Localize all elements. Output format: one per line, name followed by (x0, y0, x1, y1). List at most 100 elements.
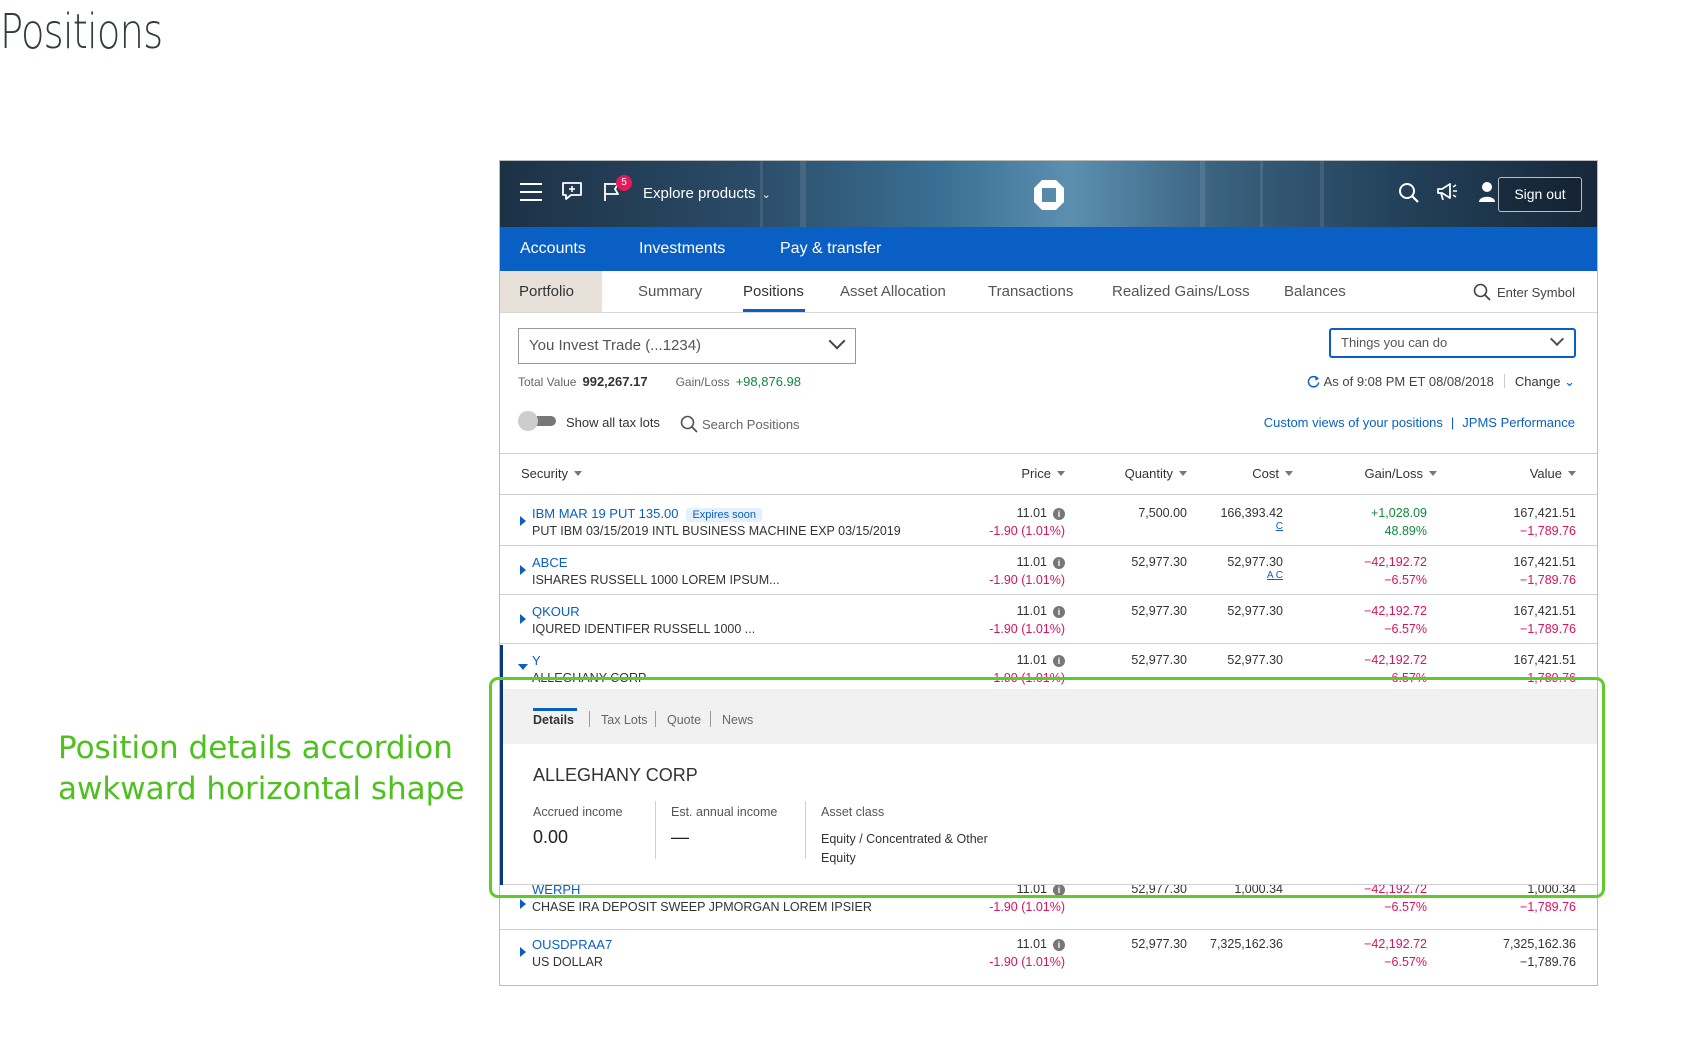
value-change: −1,789.76 (1520, 622, 1576, 636)
info-icon[interactable]: i (1053, 606, 1065, 618)
nav-pay-transfer[interactable]: Pay & transfer (780, 240, 882, 257)
cost: 52,977.30 (1227, 555, 1283, 569)
active-tab-indicator (743, 309, 805, 312)
security-description: ISHARES RUSSELL 1000 LOREM IPSUM... (532, 573, 780, 587)
app-screenshot: 5 Explore products ⌄ Sign out Accounts I (499, 160, 1598, 986)
table-row[interactable]: OUSDPRAA7 US DOLLAR 11.01 i -1.90 (1.01%)… (500, 931, 1597, 980)
header-value[interactable]: Value (1530, 466, 1576, 481)
price-change: -1.90 (1.01%) (989, 955, 1065, 969)
security-symbol[interactable]: IBM MAR 19 PUT 135.00 (532, 506, 679, 521)
account-select[interactable]: You Invest Trade (...1234) (518, 328, 856, 364)
collapse-icon[interactable] (518, 664, 528, 670)
annotation-line-1: Position details accordion (58, 730, 453, 766)
tab-transactions[interactable]: Transactions (988, 283, 1074, 300)
custom-views-link[interactable]: Custom views of your positions (1263, 415, 1443, 430)
value: 7,325,162.36 (1503, 937, 1576, 951)
header-gain-loss[interactable]: Gain/Loss (1364, 466, 1437, 481)
things-select-value: Things you can do (1341, 335, 1448, 350)
menu-icon[interactable] (520, 183, 542, 201)
value: 167,421.51 (1513, 604, 1576, 618)
tab-asset-allocation[interactable]: Asset Allocation (840, 283, 946, 300)
table-row[interactable]: WERPH CHASE IRA DEPOSIT SWEEP JPMORGAN L… (500, 885, 1597, 930)
header-price[interactable]: Price (1021, 466, 1065, 481)
security-symbol[interactable]: WERPH (532, 885, 581, 897)
gain-loss-percent: −6.57% (1384, 622, 1427, 636)
detail-tab-quote[interactable]: Quote (667, 713, 702, 727)
expand-icon[interactable] (520, 947, 526, 957)
security-symbol[interactable]: OUSDPRAA7 (532, 937, 613, 952)
table-row[interactable]: QKOUR IQURED IDENTIFER RUSSELL 1000 ... … (500, 595, 1597, 644)
explore-products-label: Explore products (643, 185, 756, 202)
sort-icon (573, 471, 582, 476)
gain-loss-value: +98,876.98 (735, 374, 802, 389)
things-you-can-do-select[interactable]: Things you can do (1329, 328, 1576, 358)
tab-realized-gains-loss[interactable]: Realized Gains/Loss (1112, 283, 1250, 300)
detail-tab-tax-lots[interactable]: Tax Lots (601, 713, 648, 727)
expand-icon[interactable] (520, 899, 526, 909)
tax-lots-toggle[interactable] (518, 411, 556, 431)
enter-symbol-search[interactable]: Enter Symbol (1473, 283, 1575, 301)
header-security[interactable]: Security (521, 466, 582, 481)
expires-soon-badge: Expires soon (686, 508, 763, 522)
accrued-income-label: Accrued income (533, 805, 623, 819)
sign-out-button[interactable]: Sign out (1498, 177, 1582, 212)
sort-icon (1568, 471, 1576, 476)
tab-portfolio[interactable]: Portfolio (500, 271, 602, 312)
tab-positions[interactable]: Positions (743, 283, 804, 300)
sort-icon (1429, 471, 1437, 476)
header-cost[interactable]: Cost (1252, 466, 1293, 481)
explore-products-menu[interactable]: Explore products ⌄ (643, 185, 771, 202)
security-symbol[interactable]: Y (532, 653, 541, 668)
security-symbol[interactable]: QKOUR (532, 604, 580, 619)
sort-icon (1057, 471, 1065, 476)
table-row[interactable]: IBM MAR 19 PUT 135.00 Expires soon PUT IB… (500, 497, 1597, 546)
refresh-icon[interactable] (1307, 375, 1320, 388)
nav-accounts[interactable]: Accounts (520, 240, 586, 257)
price: 11.01 (1016, 604, 1047, 618)
security-description: US DOLLAR (532, 955, 603, 969)
price-change: -1.90 (1.01%) (989, 900, 1065, 914)
security-symbol[interactable]: ABCE (532, 555, 568, 570)
expand-icon[interactable] (520, 565, 526, 575)
jpms-performance-link[interactable]: JPMS Performance (1462, 415, 1575, 430)
flag-icon[interactable] (602, 181, 622, 203)
sub-nav: Portfolio Summary Positions Asset Alloca… (500, 271, 1597, 313)
cost: 7,325,162.36 (1210, 937, 1283, 951)
info-icon[interactable]: i (1053, 655, 1065, 667)
price: 11.01 (1016, 555, 1047, 569)
gain-loss-percent: 48.89% (1384, 524, 1427, 538)
quantity: 52,977.30 (1131, 885, 1187, 896)
cost: 1,000.34 (1234, 885, 1283, 896)
price-change: -1.90 (1.01%) (989, 524, 1065, 538)
info-icon[interactable]: i (1053, 557, 1065, 569)
info-icon[interactable]: i (1053, 885, 1065, 896)
expand-icon[interactable] (520, 614, 526, 624)
search-icon[interactable] (1398, 182, 1420, 204)
chat-icon[interactable] (560, 180, 584, 202)
search-icon (1473, 283, 1491, 301)
security-description: CHASE IRA DEPOSIT SWEEP JPMORGAN LOREM I… (532, 900, 872, 914)
cost: 52,977.30 (1227, 604, 1283, 618)
profile-icon[interactable] (1478, 181, 1496, 203)
expanded-row-indicator (500, 645, 503, 885)
expand-icon[interactable] (520, 516, 526, 526)
detail-tab-news[interactable]: News (722, 713, 754, 727)
nav-investments[interactable]: Investments (639, 240, 726, 257)
top-header: 5 Explore products ⌄ Sign out (500, 161, 1597, 227)
megaphone-icon[interactable] (1435, 181, 1459, 203)
cost-basis-mark[interactable]: A C (1266, 570, 1283, 581)
info-icon[interactable]: i (1053, 939, 1065, 951)
tab-balances[interactable]: Balances (1284, 283, 1346, 300)
position-links: Custom views of your positions | JPMS Perf… (1264, 415, 1575, 430)
change-link[interactable]: Change (1514, 374, 1561, 389)
header-quantity[interactable]: Quantity (1125, 466, 1187, 481)
sort-icon (1285, 471, 1293, 476)
value-change: −1,789.76 (1520, 524, 1576, 538)
search-positions-input[interactable]: Search Positions (680, 415, 800, 433)
cost-basis-mark[interactable]: C (1275, 521, 1283, 532)
table-row[interactable]: ABCE ISHARES RUSSELL 1000 LOREM IPSUM...… (500, 546, 1597, 595)
tab-summary[interactable]: Summary (638, 283, 703, 300)
info-icon[interactable]: i (1053, 508, 1065, 520)
gain-loss: +1,028.09 (1371, 506, 1427, 520)
detail-tab-details[interactable]: Details (533, 713, 574, 727)
